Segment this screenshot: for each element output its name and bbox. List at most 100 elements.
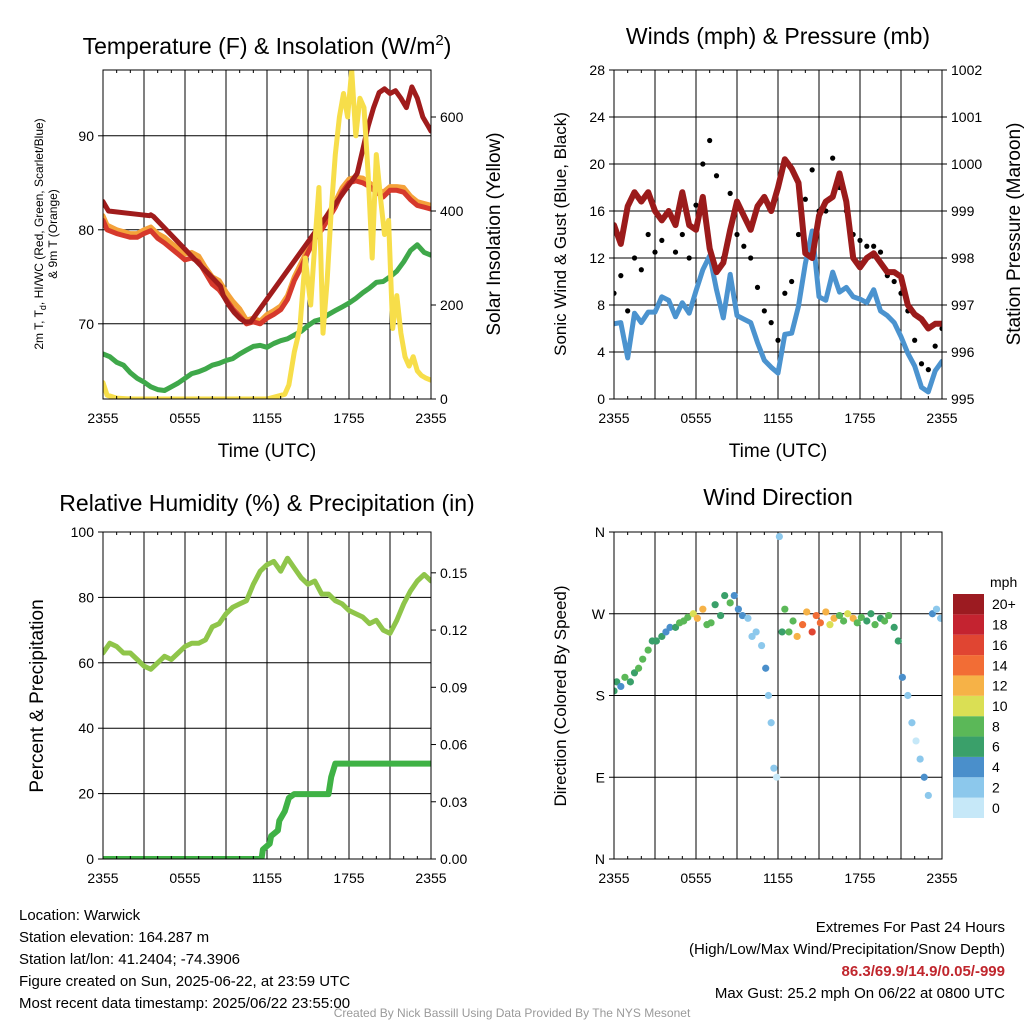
humidity-panel: Relative Humidity (%) & Precipitation (i…	[27, 490, 475, 886]
direction-point	[781, 605, 789, 613]
gust-point	[748, 255, 754, 261]
gust-point	[871, 243, 877, 249]
colorbar-label: 20+	[992, 596, 1016, 612]
y-tick-label: 24	[589, 109, 605, 125]
direction-point	[808, 628, 816, 636]
y-right-tick-label: 996	[951, 344, 975, 360]
direction-point	[617, 682, 625, 691]
colorbar-label: 16	[992, 637, 1008, 653]
x-tick-label: 1155	[252, 410, 282, 426]
gust-point	[864, 243, 870, 249]
direction-point	[785, 628, 793, 636]
credit-line: Created By Nick Bassill Using Data Provi…	[333, 1006, 691, 1020]
x-tick-label: 1755	[333, 410, 364, 426]
direction-point	[890, 623, 898, 631]
y-right-tick-label: 0.06	[440, 737, 467, 753]
winds-panel: Winds (mph) & Pressure (mb) 2355 0555 1155…	[551, 23, 1024, 462]
y-tick-label: 40	[78, 720, 94, 736]
humidity-grid	[103, 532, 431, 859]
direction-point	[904, 691, 912, 700]
direction-point	[621, 673, 629, 681]
gust-point	[659, 237, 665, 243]
speed-colorbar: 0 2 4 6 8 10 12 14 16 18 20+ mph	[953, 574, 1017, 818]
colorbar-label: 12	[992, 678, 1008, 694]
colorbar-swatch	[953, 756, 984, 778]
y-tick-label: 20	[78, 786, 94, 802]
y-tick-label: 100	[71, 524, 95, 540]
direction-point	[717, 611, 725, 620]
direction-point	[758, 641, 766, 650]
gust-point	[652, 249, 658, 255]
direction-point	[635, 664, 643, 672]
colorbar-label: 8	[992, 718, 1000, 734]
colorbar-label: 14	[992, 657, 1008, 673]
y-right-tick-label: 0.15	[440, 565, 467, 581]
station-elevation: Station elevation: 164.287 m	[19, 929, 210, 946]
heat-index-line	[103, 84, 431, 325]
humidity-series	[103, 555, 431, 859]
x-tick-label: 0555	[169, 870, 200, 886]
y-tick-label: 60	[78, 655, 94, 671]
y-right-tick-label: 0.12	[440, 622, 467, 638]
station-info: Location: Warwick Station elevation: 164…	[19, 905, 350, 1015]
direction-point	[734, 605, 742, 613]
colorbar-swatch	[953, 675, 984, 696]
direction-point	[920, 773, 928, 781]
colorbar-swatch	[953, 614, 984, 635]
gust-point	[727, 190, 733, 196]
direction-point	[863, 617, 871, 625]
station-location: Location: Warwick	[19, 907, 141, 924]
x-tick-label: 2355	[926, 410, 957, 426]
direction-point	[912, 737, 920, 745]
gust-point	[707, 137, 713, 144]
direction-point	[666, 623, 674, 631]
y-right-tick-label: 998	[951, 250, 975, 266]
direction-point	[730, 591, 738, 600]
wind-direction-ticks: 2355 0555 1155 1755 2355 N E S W N	[592, 524, 958, 886]
precipitation-line	[103, 760, 431, 859]
gust-point	[700, 161, 706, 167]
extremes-subtitle: (High/Low/Max Wind/Precipitation/Snow De…	[689, 941, 1005, 958]
y-tick-label: E	[596, 769, 605, 785]
colorbar-label: 18	[992, 617, 1008, 633]
y-tick-label: 4	[597, 344, 605, 360]
colorbar-label: 4	[992, 759, 1000, 775]
gust-point	[857, 237, 863, 243]
direction-point	[644, 646, 652, 654]
gust-point	[761, 308, 767, 314]
y-tick-label: N	[595, 851, 605, 867]
gust-point	[877, 249, 884, 255]
colorbar-swatch	[953, 634, 984, 656]
direction-point	[626, 678, 635, 686]
direction-point	[744, 614, 752, 622]
colorbar-swatch	[953, 716, 984, 737]
x-tick-label: 1155	[763, 410, 793, 426]
figure-created: Figure created on Sun, 2025-06-22, at 23…	[19, 973, 351, 990]
winds-series	[614, 137, 942, 395]
wind-direction-panel: Wind Direction 2355 0555 1155 1755 2355 N E S W N…	[551, 484, 1017, 886]
direction-point	[932, 605, 941, 613]
x-tick-label: 1755	[844, 410, 875, 426]
x-tick-label: 1755	[333, 870, 364, 886]
gust-point	[918, 361, 925, 367]
direction-point	[816, 619, 824, 627]
gust-point	[672, 249, 679, 255]
gust-point	[614, 290, 617, 296]
humidity-left-axis-label: Percent & Precipitation	[27, 599, 48, 792]
colorbar-swatch	[953, 594, 984, 615]
y-tick-label: N	[595, 524, 605, 540]
y-tick-label: 20	[589, 156, 605, 172]
y-right-tick-label: 0.00	[440, 851, 467, 867]
y-right-tick-label: 1000	[951, 156, 982, 172]
y-right-tick-label: 200	[440, 297, 464, 313]
temperature-left-axis-label-line1: 2m T, Td, HI/WC (Red, Green, Scarlet/Blu…	[32, 118, 48, 349]
2m-t-line	[103, 178, 431, 327]
x-tick-label: 0555	[169, 410, 200, 426]
direction-point	[775, 532, 783, 541]
colorbar-swatch	[953, 695, 984, 717]
extremes-info: Extremes For Past 24 Hours (High/Low/Max…	[689, 917, 1005, 1005]
direction-point	[822, 608, 830, 616]
x-tick-label: 2355	[415, 870, 446, 886]
y-right-tick-label: 0.03	[440, 794, 467, 810]
